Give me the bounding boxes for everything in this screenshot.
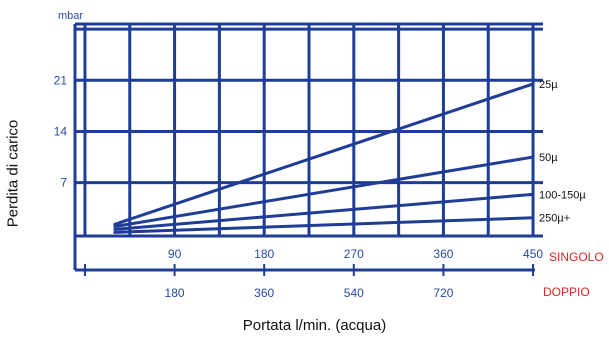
series-label-3: 250µ+ (539, 213, 570, 225)
series-line-2 (113, 192, 535, 231)
singolo-axis-name: SINGOLO (549, 250, 604, 264)
singolo-tick-label-3: 360 (433, 247, 453, 261)
doppio-axis-name: DOPPIO (543, 285, 590, 299)
y-tick-label-2: 21 (54, 73, 68, 87)
x-axis-title: Portata l/min. (acqua) (242, 317, 387, 334)
singolo-tick-label-4: 450 (523, 247, 543, 261)
singolo-tick-label-0: 90 (168, 247, 182, 261)
doppio-tick-label-3: 720 (433, 286, 453, 300)
series-label-1: 50µ (539, 152, 558, 164)
doppio-tick-label-2: 540 (344, 286, 364, 300)
series-label-2: 100-150µ (539, 189, 586, 201)
series-label-0: 25µ (539, 79, 558, 91)
series-line-3 (113, 216, 535, 234)
y-tick-label-1: 14 (54, 124, 68, 138)
doppio-tick-label-1: 360 (254, 286, 274, 300)
series-line-1 (113, 155, 535, 228)
y-tick-label-0: 7 (60, 176, 67, 190)
y-axis-title: Perdita di carico (4, 119, 22, 228)
y-unit-label: mbar (58, 10, 83, 22)
singolo-tick-label-2: 270 (344, 247, 364, 261)
singolo-tick-label-1: 180 (254, 247, 274, 261)
series-line-0 (113, 82, 535, 226)
y-axis-title-wrap: Perdita di carico (3, 0, 23, 347)
doppio-tick-label-0: 180 (165, 286, 185, 300)
